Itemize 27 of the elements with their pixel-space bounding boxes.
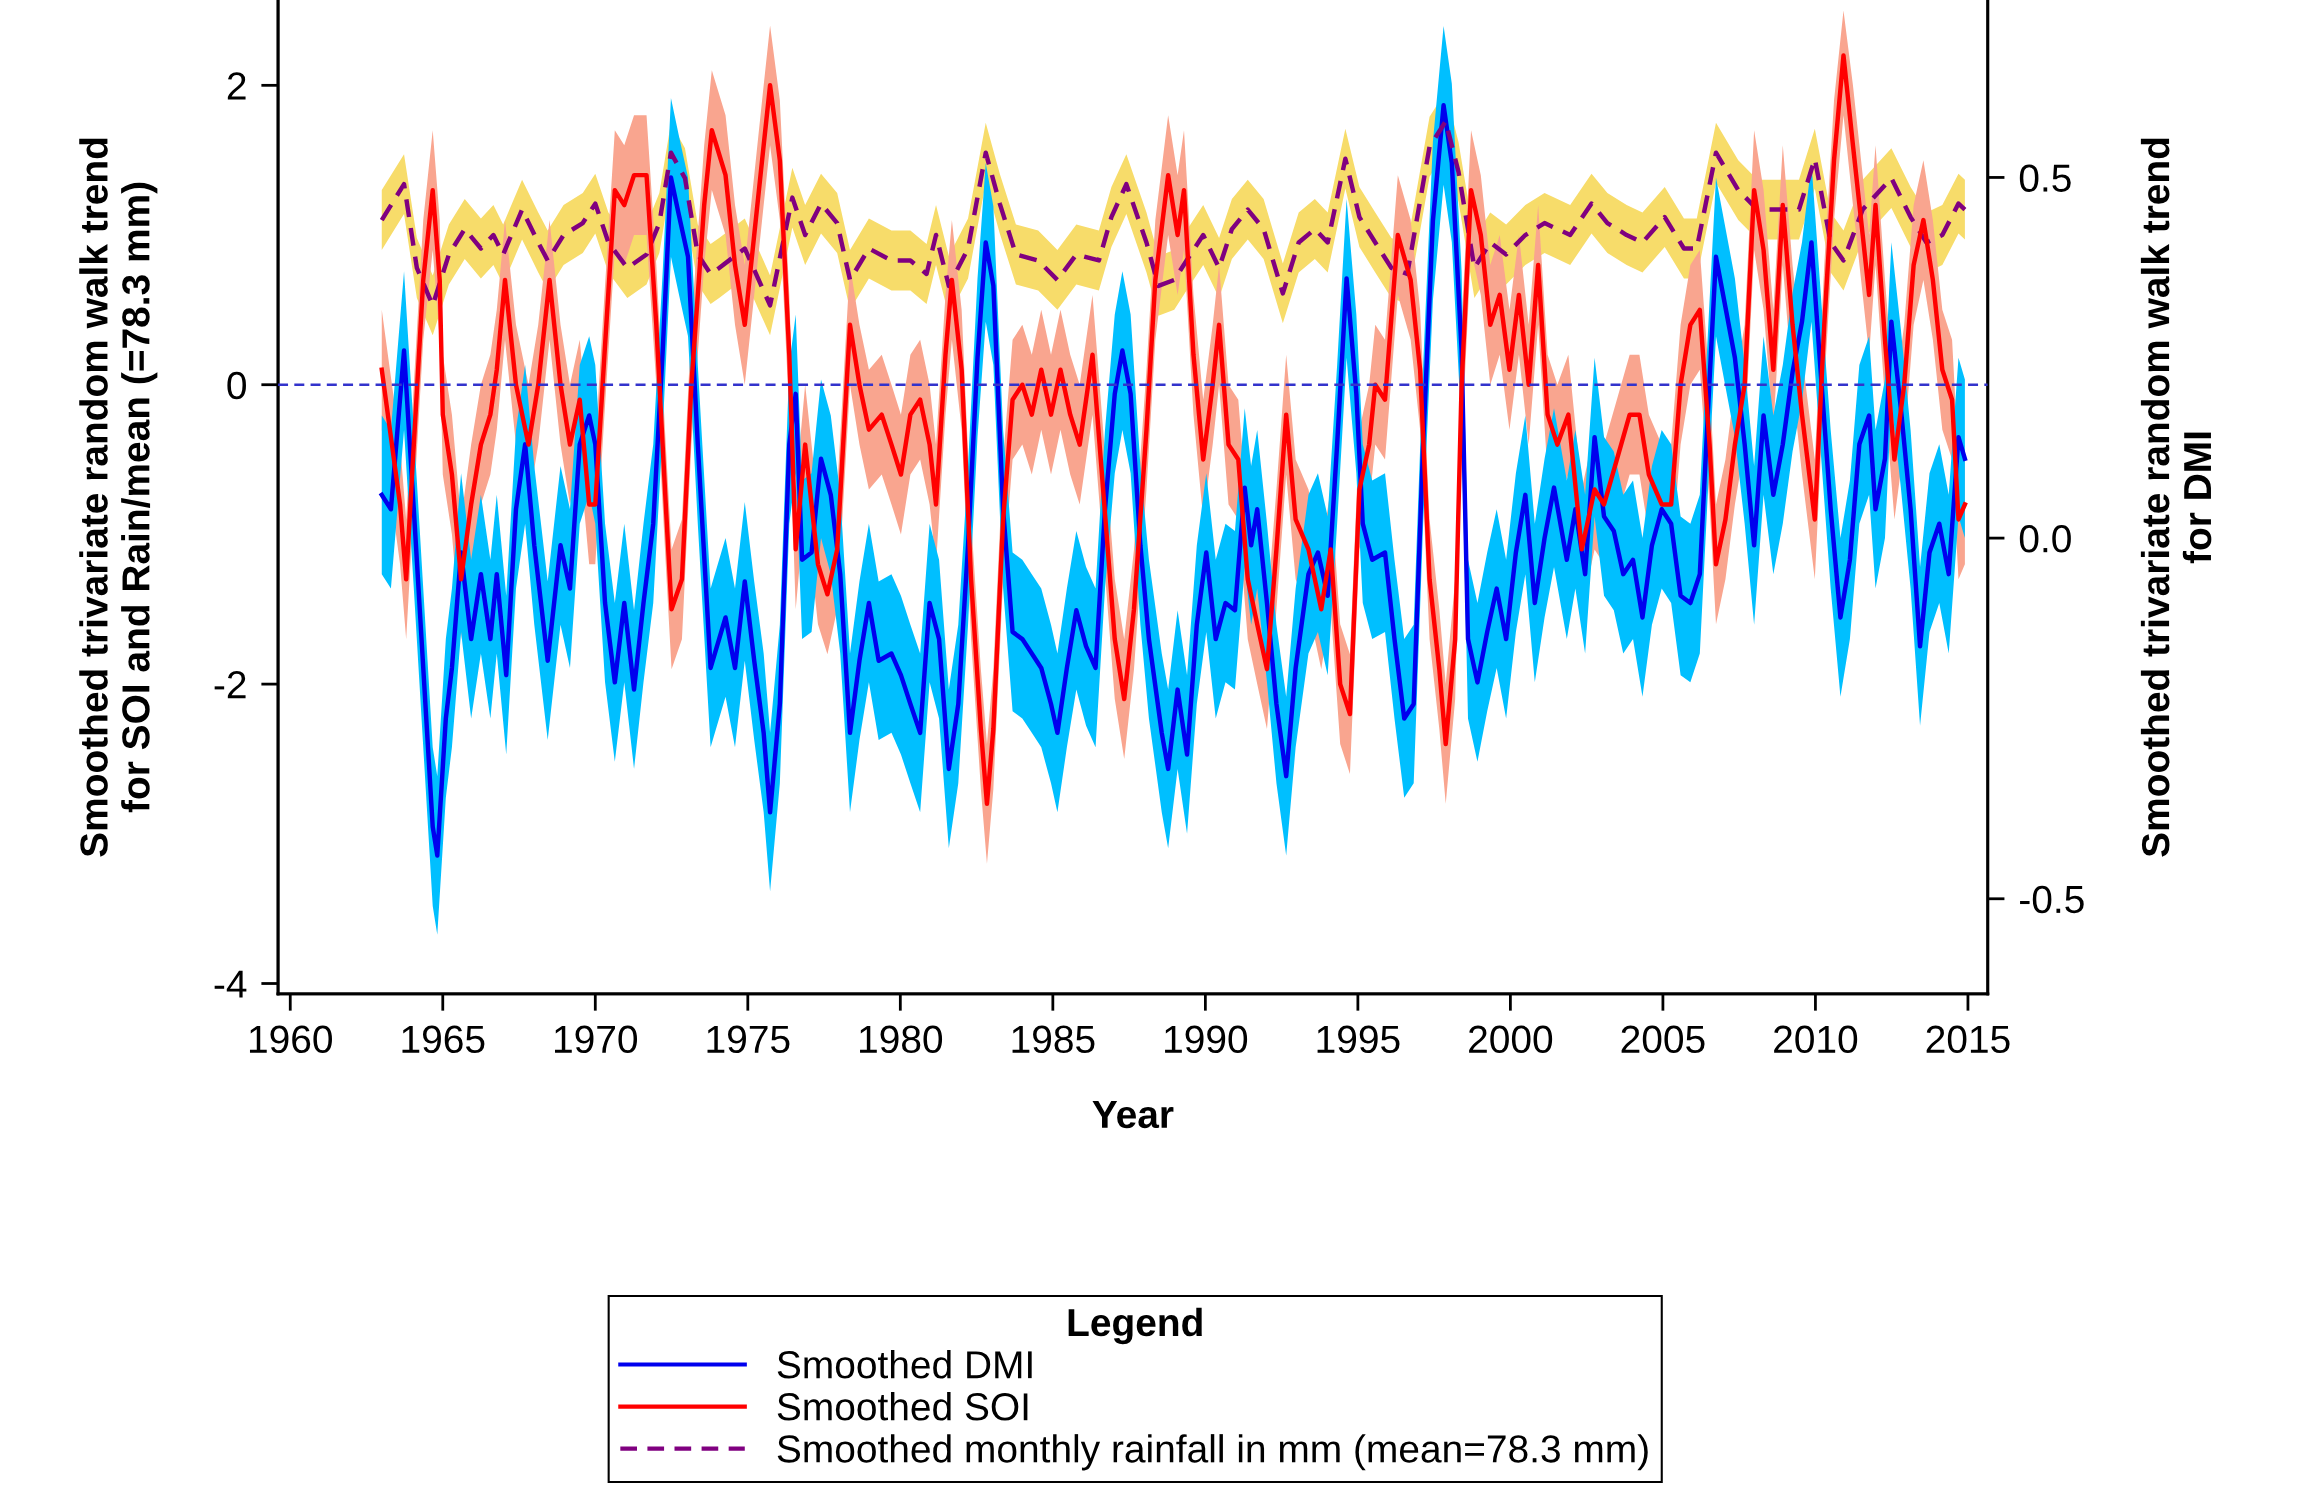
legend-label: Smoothed DMI <box>777 1349 1032 1379</box>
x-tick-label: 1960 <box>249 1025 332 1054</box>
y-axis-title: Smoothed trivariate random walk trend for SOI and Rain/mean (=78.3 mm) <box>79 138 158 857</box>
x-tick-label: 1990 <box>1165 1025 1248 1054</box>
x-tick-label: 2010 <box>1774 1025 1858 1054</box>
legend-label: Smoothed SOI <box>777 1392 1028 1421</box>
y2-tick-label: 0.5 <box>2019 164 2071 192</box>
y-tick-label: -2 <box>214 671 246 699</box>
x-tick-label: 1995 <box>1317 1025 1400 1054</box>
x-axis-title: Year <box>1092 1101 1174 1129</box>
x-tick-label: 1980 <box>860 1025 943 1054</box>
legend-title: Legend <box>1068 1307 1202 1345</box>
x-tick-label: 1965 <box>402 1025 485 1054</box>
x-tick-label: 1975 <box>707 1025 790 1054</box>
y2-tick-label: 0.0 <box>2019 525 2071 553</box>
legend-label: Smoothed monthly rainfall in mm (mean=78.3 mm) <box>777 1434 1648 1471</box>
x-tick-label: 2000 <box>1469 1025 1553 1054</box>
y2-axis-title: Smoothed trivariate random walk trend for DMI <box>2140 138 2212 857</box>
y-tick-label: -4 <box>214 970 247 998</box>
x-tick-label: 2015 <box>1926 1025 2010 1054</box>
y-tick-label: 0 <box>227 371 246 400</box>
line-series <box>379 119 1968 308</box>
x-tick-label: 2005 <box>1621 1025 1705 1054</box>
y-tick-label: 2 <box>227 72 246 100</box>
x-tick-label: 1970 <box>555 1025 638 1054</box>
y2-tick-label: -0.5 <box>2020 885 2084 914</box>
x-tick-label: 1985 <box>1012 1025 1095 1054</box>
